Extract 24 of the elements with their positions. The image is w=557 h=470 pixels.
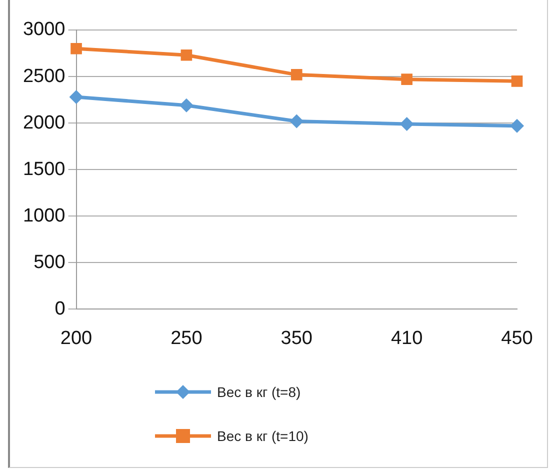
legend-label: Вес в кг (t=8) — [217, 384, 301, 400]
point — [400, 117, 414, 131]
y-tick-label: 2000 — [22, 112, 66, 134]
y-tick-label: 2500 — [22, 66, 66, 87]
point — [70, 42, 82, 54]
x-tick-label: 250 — [170, 328, 202, 349]
point — [179, 98, 194, 112]
y-tick-label: 3000 — [22, 19, 66, 40]
point — [180, 49, 192, 61]
point — [511, 76, 523, 87]
point — [69, 90, 84, 104]
point — [401, 74, 412, 85]
y-tick-label: 500 — [34, 252, 66, 273]
point — [510, 118, 524, 133]
y-tick-label: 0 — [54, 298, 66, 320]
point — [290, 69, 302, 80]
x-tick-label: 450 — [501, 328, 533, 349]
y-tick-label: 1000 — [22, 205, 66, 226]
x-tick-label: 410 — [390, 328, 423, 349]
x-tick-label: 200 — [60, 328, 92, 349]
point — [290, 114, 304, 128]
x-tick-label: 350 — [280, 328, 312, 349]
y-tick-label: 1500 — [22, 158, 66, 180]
legend-label: Вес в кг (t=10) — [217, 428, 308, 444]
